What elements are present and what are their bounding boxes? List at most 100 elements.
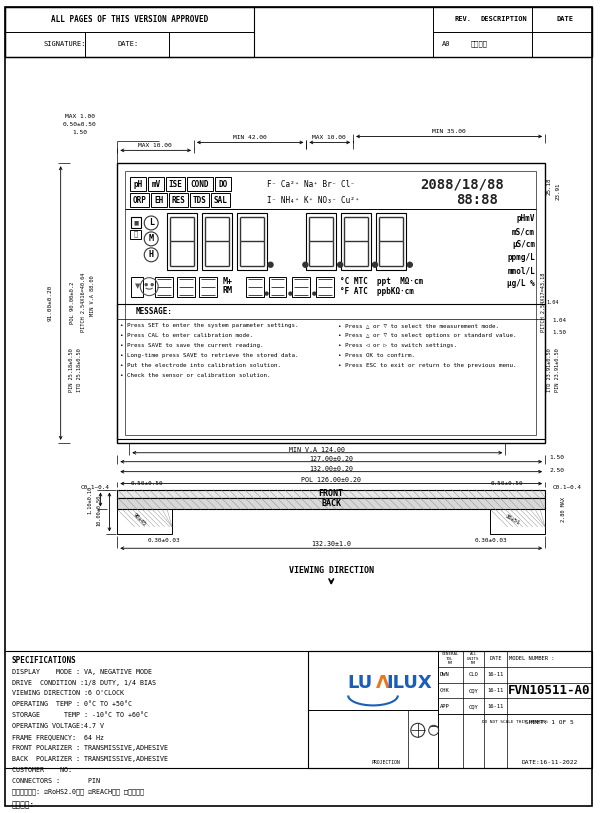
Text: FRAME FREQUENCY:  64 Hz: FRAME FREQUENCY: 64 Hz [12,734,104,741]
Text: ORP: ORP [133,196,146,205]
Text: pH: pH [134,180,143,189]
Text: 2088/18/88: 2088/18/88 [421,177,505,191]
Text: MAX 1.00: MAX 1.00 [65,114,95,119]
Circle shape [303,263,308,267]
Circle shape [313,292,316,295]
Text: SAL: SAL [214,196,227,205]
Text: 1.04: 1.04 [552,318,566,323]
Bar [167,213,197,270]
Bar [316,276,334,297]
Text: MESSAGE:: MESSAGE: [135,307,172,316]
Text: ALL PAGES OF THIS VERSION APPROVED: ALL PAGES OF THIS VERSION APPROVED [50,15,208,24]
Text: TDS: TDS [193,196,206,205]
Text: 1.50: 1.50 [72,130,87,135]
Text: °C MTC  ppt  MΩ·cm: °C MTC ppt MΩ·cm [340,277,424,286]
Text: CLO: CLO [469,672,478,677]
Text: • Press CAL to enter calibration mode.: • Press CAL to enter calibration mode. [121,333,253,338]
Text: VIEWING DIRECTION :6 O'CLOCK: VIEWING DIRECTION :6 O'CLOCK [12,690,124,697]
Text: ⧖: ⧖ [134,231,138,237]
Text: CQY: CQY [469,704,478,709]
Text: MIN V.A 88.00: MIN V.A 88.00 [90,276,95,316]
Bar [190,193,209,207]
Text: RES: RES [172,196,185,205]
Text: ppmg/L: ppmg/L [508,254,535,263]
Text: I⁻ NH₄⁺ K⁺ NO₃⁻ Cu²⁺: I⁻ NH₄⁺ K⁺ NO₃⁻ Cu²⁺ [266,196,359,205]
Text: DESCRIPTION: DESCRIPTION [481,16,527,22]
Bar [130,177,146,191]
Text: MAX 10.00: MAX 10.00 [313,135,346,140]
Text: • Press ◁ or ▷ to switch settings.: • Press ◁ or ▷ to switch settings. [338,343,457,348]
Text: C0.1~0.4: C0.1~0.4 [80,485,109,490]
Bar [292,276,310,297]
Text: FRONT POLARIZER : TRANSMISSIVE,ADHESIVE: FRONT POLARIZER : TRANSMISSIVE,ADHESIVE [12,746,168,751]
Bar [118,510,172,534]
Text: DRIVE  CONDITION :1/8 DUTY, 1/4 BIAS: DRIVE CONDITION :1/8 DUTY, 1/4 BIAS [12,680,156,685]
Text: 23.91: 23.91 [556,182,560,200]
Text: ▼: ▼ [134,284,140,289]
Text: ILUX: ILUX [386,673,431,692]
Text: L: L [149,219,154,228]
Text: 16-11: 16-11 [488,704,504,709]
Bar [202,213,232,270]
Text: • Press OK to confirm.: • Press OK to confirm. [338,353,415,358]
Text: • Check the sensor or calibration solution.: • Check the sensor or calibration soluti… [121,372,271,378]
Text: MIN 35.00: MIN 35.00 [432,129,466,134]
Text: MIN 42.00: MIN 42.00 [233,135,266,140]
Bar [215,177,231,191]
Text: EH: EH [155,196,164,205]
Text: 127.00±0.20: 127.00±0.20 [309,456,353,462]
Text: 0.30±0.03: 0.30±0.03 [475,537,508,543]
Text: 25.18: 25.18 [547,177,551,195]
Text: FRONT: FRONT [319,489,344,498]
Circle shape [151,284,153,285]
Text: DWN: DWN [440,672,449,677]
Text: CHK: CHK [440,688,449,693]
Bar [118,163,545,443]
Text: mmol/L: mmol/L [508,266,535,276]
Text: DO: DO [218,180,227,189]
Text: pHmV: pHmV [517,215,535,224]
Text: • Put the electrode into calibration solution.: • Put the electrode into calibration sol… [121,363,281,367]
Text: °F ATC  ppbKΩ·cm: °F ATC ppbKΩ·cm [340,287,414,296]
Text: 90±45: 90±45 [132,512,147,527]
Bar [131,276,143,297]
Text: Λ: Λ [376,673,390,692]
Text: • Press △ or ▽ to select options or standard value.: • Press △ or ▽ to select options or stan… [338,333,517,338]
Text: 0.30±0.03: 0.30±0.03 [147,537,180,543]
Text: 1.50: 1.50 [550,455,565,460]
Text: RM: RM [223,286,233,295]
Bar [245,276,263,297]
Text: 0.50±0.50: 0.50±0.50 [491,481,524,486]
Bar [307,213,336,270]
Text: • Long-time press SAVE to retrieve the stored data.: • Long-time press SAVE to retrieve the s… [121,353,299,358]
Text: 91.00±0.20: 91.00±0.20 [47,285,52,320]
Text: DATE: DATE [490,656,502,661]
Text: ITD 25.18±0.50: ITD 25.18±0.50 [77,348,82,392]
Text: PITCH 2.54X17=43.18: PITCH 2.54X17=43.18 [541,273,545,333]
Bar [118,303,545,439]
Text: DISPLAY    MODE : VA, NEGATIVE MODE: DISPLAY MODE : VA, NEGATIVE MODE [12,668,152,675]
Bar [5,7,254,57]
Text: POL 126.00±0.20: POL 126.00±0.20 [301,476,361,483]
Text: DATE:16-11-2022: DATE:16-11-2022 [521,759,578,764]
Text: LU: LU [348,673,373,692]
Text: 132.00±0.20: 132.00±0.20 [309,466,353,472]
Bar [237,213,266,270]
Text: POL 90.00±0.2: POL 90.00±0.2 [70,281,75,324]
Bar [269,276,286,297]
Bar [130,193,149,207]
Text: • Press SAVE to save the current reading.: • Press SAVE to save the current reading… [121,343,264,348]
Bar [490,510,545,534]
Bar [155,276,173,297]
Text: 132.30±1.0: 132.30±1.0 [311,541,351,547]
Text: 0.50±0.50: 0.50±0.50 [131,481,164,486]
Text: VIEWING DIRECTION: VIEWING DIRECTION [289,566,374,575]
Bar [5,7,592,57]
Text: A0: A0 [442,41,450,47]
Bar [308,650,592,768]
Circle shape [268,263,273,267]
Bar [151,193,167,207]
Text: 2.80 MAX: 2.80 MAX [560,498,566,523]
Text: mS/cm: mS/cm [512,228,535,237]
Text: ISE: ISE [169,180,182,189]
